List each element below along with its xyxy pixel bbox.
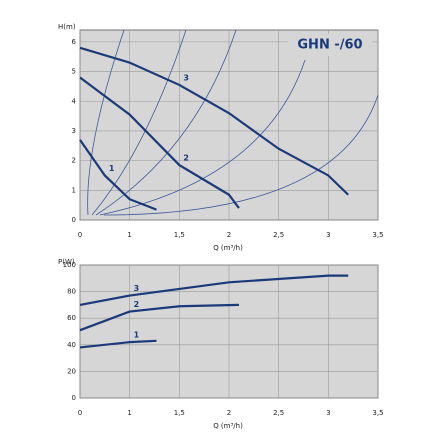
y-tick-label: 4	[72, 97, 77, 105]
system-curve	[91, 29, 187, 216]
curve-label: 3	[134, 284, 140, 293]
curve-label: 1	[109, 164, 115, 173]
system-curves	[87, 29, 379, 216]
x-tick-label: 3,5	[372, 231, 383, 239]
x-tick-label: 2,5	[273, 409, 284, 417]
x-tick-label: 2	[227, 231, 231, 239]
curve	[79, 76, 240, 209]
y-tick-label: 0	[72, 394, 76, 402]
curve-label: 3	[183, 73, 189, 82]
curve	[79, 303, 239, 332]
y-tick-label: 20	[67, 367, 76, 375]
x-tick-label: 3	[326, 409, 330, 417]
curve	[79, 274, 349, 306]
title-box	[288, 34, 372, 56]
y-tick-label: 1	[72, 186, 76, 194]
curve-label: 1	[134, 331, 140, 340]
x-tick-label: 1	[127, 231, 131, 239]
x-tick-label: 0	[78, 409, 82, 417]
x-axis-label: Q (m³/h)	[213, 422, 243, 430]
x-tick-label: 3	[326, 231, 330, 239]
y-tick-label: 3	[72, 127, 76, 135]
system-curve	[95, 29, 237, 216]
curve-label: 2	[134, 300, 140, 309]
system-curve	[99, 59, 306, 216]
y-tick-label: 80	[67, 288, 76, 296]
curve-label: 2	[183, 154, 189, 163]
y-tick-label: 6	[72, 38, 77, 46]
x-tick-label: 3,5	[372, 409, 383, 417]
x-tick-label: 1	[127, 409, 131, 417]
y-tick-label: 60	[67, 314, 76, 322]
x-axis-label: Q (m³/h)	[213, 244, 243, 252]
curve	[79, 139, 157, 211]
curve	[79, 46, 349, 196]
chart-title: GHN -/60	[297, 38, 362, 53]
y-tick-label: 5	[72, 68, 76, 76]
x-tick-label: 2,5	[273, 231, 284, 239]
y-axis-label: P(W)	[58, 258, 75, 266]
y-tick-label: 40	[67, 341, 76, 349]
x-tick-label: 1,5	[174, 409, 185, 417]
y-axis-label: H(m)	[58, 23, 76, 31]
curve	[79, 339, 157, 349]
y-tick-label: 2	[72, 157, 76, 165]
system-curve	[103, 94, 379, 216]
x-tick-label: 2	[227, 409, 231, 417]
x-tick-label: 0	[78, 231, 82, 239]
x-tick-label: 1,5	[174, 231, 185, 239]
y-tick-label: 0	[72, 216, 76, 224]
y-tick-label: 100	[63, 261, 76, 269]
